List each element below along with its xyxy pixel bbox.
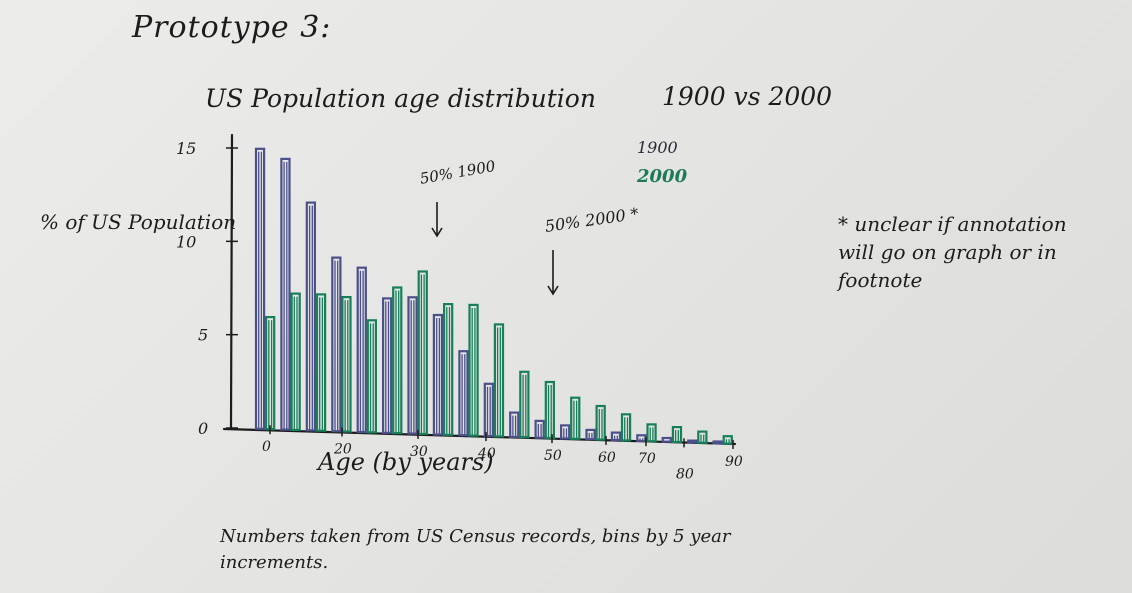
bar-2000-20-24 xyxy=(366,319,377,434)
legend-2000: 2000 xyxy=(637,166,688,187)
x-tick-label-70: 70 xyxy=(638,451,656,467)
bar-2000-30-34 xyxy=(417,270,428,435)
annotation-arrow-1 xyxy=(547,250,559,296)
x-tick-label-40: 40 xyxy=(477,446,496,462)
bar-1900-45-49 xyxy=(483,382,494,438)
bar-2000-75-79 xyxy=(646,423,657,443)
bar-2000-65-69 xyxy=(595,404,606,441)
bar-1900-25-29 xyxy=(382,297,393,434)
x-tick-label-80: 80 xyxy=(676,466,694,482)
bar-2000-90+ xyxy=(722,435,733,445)
bar-1900-35-39 xyxy=(432,313,444,436)
bar-2000-45-49 xyxy=(493,323,505,438)
x-tick-label-30: 30 xyxy=(410,444,428,460)
y-tick-label-5: 5 xyxy=(198,326,208,345)
bar-1900-70-74 xyxy=(610,431,622,442)
annotation-arrows xyxy=(431,202,559,296)
x-axis-line xyxy=(222,427,737,446)
bar-1900-50-54 xyxy=(509,411,520,439)
y-axis-label: % of US Population xyxy=(40,210,237,234)
bar-1900-30-34 xyxy=(407,296,418,435)
bar-1900-5-9 xyxy=(280,157,291,431)
bar-2000-50-54 xyxy=(519,370,530,439)
bar-1900-20-24 xyxy=(356,266,367,434)
bar-2000-40-44 xyxy=(468,303,479,437)
bar-2000-10-14 xyxy=(315,293,327,432)
bar-2000-85-89 xyxy=(697,430,708,444)
bar-1900-55-59 xyxy=(534,419,545,439)
bar-2000-0-4 xyxy=(265,316,276,431)
legend-1900: 1900 xyxy=(637,138,678,157)
y-tick-label-15: 15 xyxy=(176,139,196,158)
bar-1900-75-79 xyxy=(636,434,647,442)
bar-1900-90+ xyxy=(712,440,723,445)
x-tick-label-0: 0 xyxy=(262,439,271,455)
bar-2000-55-59 xyxy=(544,380,555,440)
y-tick-label-0: 0 xyxy=(198,419,208,438)
bar-2000-35-39 xyxy=(443,303,454,436)
bar-2000-70-74 xyxy=(620,413,632,442)
bar-1900-65-69 xyxy=(585,428,596,441)
bar-2000-60-64 xyxy=(570,396,581,440)
x-axis-label: Age (by years) xyxy=(318,448,494,476)
bar-1900-40-44 xyxy=(458,350,469,437)
bar-1900-0-4 xyxy=(254,147,266,430)
bar-2000-25-29 xyxy=(392,286,403,435)
x-tick-label-20: 20 xyxy=(333,441,352,457)
x-tick-label-90: 90 xyxy=(725,454,743,470)
chart-ticks: 0 5 10 15 0 20 30 40 50 60 70 80 90 xyxy=(176,139,743,482)
chart-title: US Population age distribution xyxy=(205,84,596,113)
chart-bars xyxy=(254,147,733,445)
annotation-arrow-0 xyxy=(431,202,443,238)
y-tick-label-10: 10 xyxy=(176,232,196,251)
bar-1900-15-19 xyxy=(331,256,342,433)
chart-title-years: 1900 vs 2000 xyxy=(662,82,833,111)
bar-2000-5-9 xyxy=(290,292,301,432)
footnote: Numbers taken from US Census records, bi… xyxy=(220,526,731,573)
bar-2000-80-84 xyxy=(671,426,683,444)
side-note: * unclear if annotation will go on graph… xyxy=(838,212,1067,292)
y-axis-line xyxy=(229,133,234,430)
x-tick-label-50: 50 xyxy=(544,448,562,464)
prototype-heading: Prototype 3: xyxy=(132,10,332,45)
bar-1900-80-84 xyxy=(661,436,672,443)
bar-2000-15-19 xyxy=(341,296,352,433)
bar-1900-10-14 xyxy=(305,201,316,432)
bar-1900-60-64 xyxy=(559,424,571,440)
bar-1900-85-89 xyxy=(687,439,698,444)
x-tick-label-60: 60 xyxy=(598,450,616,466)
